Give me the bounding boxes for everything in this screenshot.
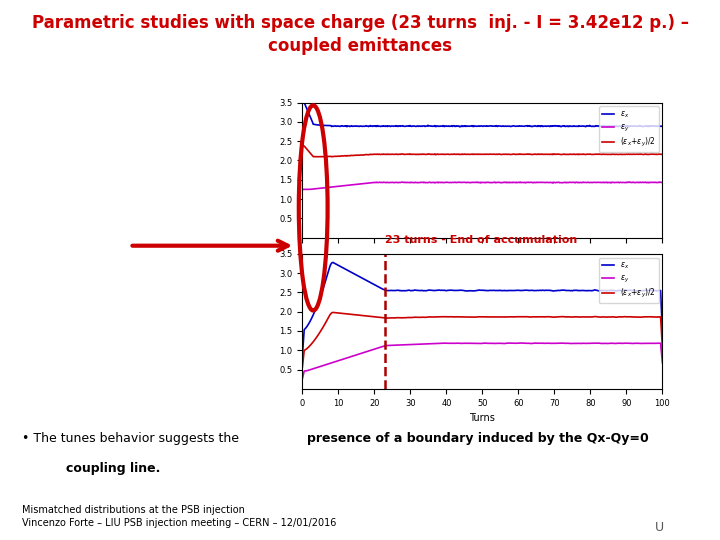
Text: 23 turns - End of accumulation: 23 turns - End of accumulation <box>385 235 577 245</box>
Text: coupling line.: coupling line. <box>66 462 160 475</box>
Legend: $\varepsilon_x$, $\varepsilon_y$, $(\varepsilon_x{+}\varepsilon_y)/2$: $\varepsilon_x$, $\varepsilon_y$, $(\var… <box>599 258 659 303</box>
Legend: $\varepsilon_x$, $\varepsilon_y$, $(\varepsilon_x{+}\varepsilon_y)/2$: $\varepsilon_x$, $\varepsilon_y$, $(\var… <box>599 106 659 152</box>
Text: presence of a boundary induced by the Qx-Qy=0: presence of a boundary induced by the Qx… <box>307 432 649 445</box>
X-axis label: Turns: Turns <box>469 413 495 423</box>
Text: • The tunes behavior suggests the: • The tunes behavior suggests the <box>22 432 243 445</box>
Text: U: U <box>655 521 665 534</box>
Text: Vincenzo Forte – LIU PSB injection meeting – CERN – 12/01/2016: Vincenzo Forte – LIU PSB injection meeti… <box>22 518 336 529</box>
Text: Mismatched distributions at the PSB injection: Mismatched distributions at the PSB inje… <box>22 505 245 515</box>
Text: Parametric studies with space charge (23 turns  inj. - I = 3.42e12 p.) –
coupled: Parametric studies with space charge (23… <box>32 14 688 55</box>
